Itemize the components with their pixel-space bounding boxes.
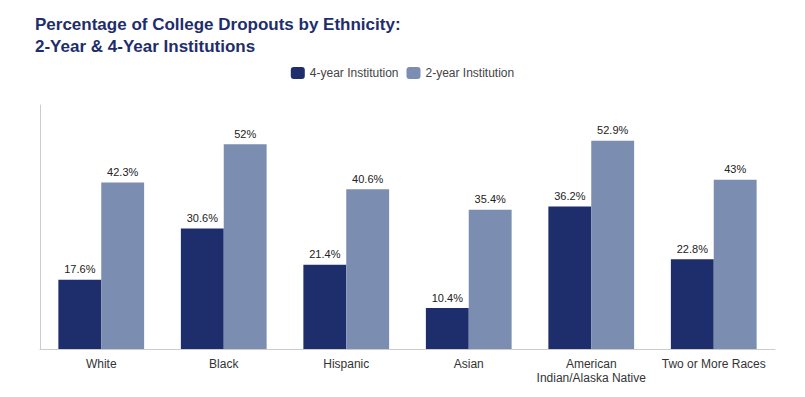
svg-text:42.3%: 42.3% [107,166,138,178]
svg-text:Hispanic: Hispanic [323,357,369,371]
svg-text:White: White [86,357,117,371]
svg-text:36.2%: 36.2% [554,190,585,202]
svg-text:American: American [566,357,617,371]
svg-text:22.8%: 22.8% [677,243,708,255]
svg-text:17.6%: 17.6% [64,263,95,275]
svg-text:30.6%: 30.6% [187,212,218,224]
svg-text:Black: Black [209,357,239,371]
svg-text:Two or More Races: Two or More Races [662,357,766,371]
svg-text:2-year Institution: 2-year Institution [426,66,515,80]
svg-text:2-Year & 4-Year Institutions: 2-Year & 4-Year Institutions [35,37,255,56]
svg-text:Percentage of College Dropouts: Percentage of College Dropouts by Ethnic… [35,15,401,34]
svg-text:52.9%: 52.9% [597,124,628,136]
svg-text:Indian/Alaska Native: Indian/Alaska Native [537,371,647,385]
svg-text:Asian: Asian [454,357,484,371]
svg-text:40.6%: 40.6% [352,173,383,185]
svg-text:43%: 43% [724,163,746,175]
svg-text:4-year Institution: 4-year Institution [310,66,399,80]
svg-text:21.4%: 21.4% [309,248,340,260]
svg-text:10.4%: 10.4% [432,292,463,304]
svg-text:35.4%: 35.4% [475,193,506,205]
svg-text:52%: 52% [234,128,256,140]
